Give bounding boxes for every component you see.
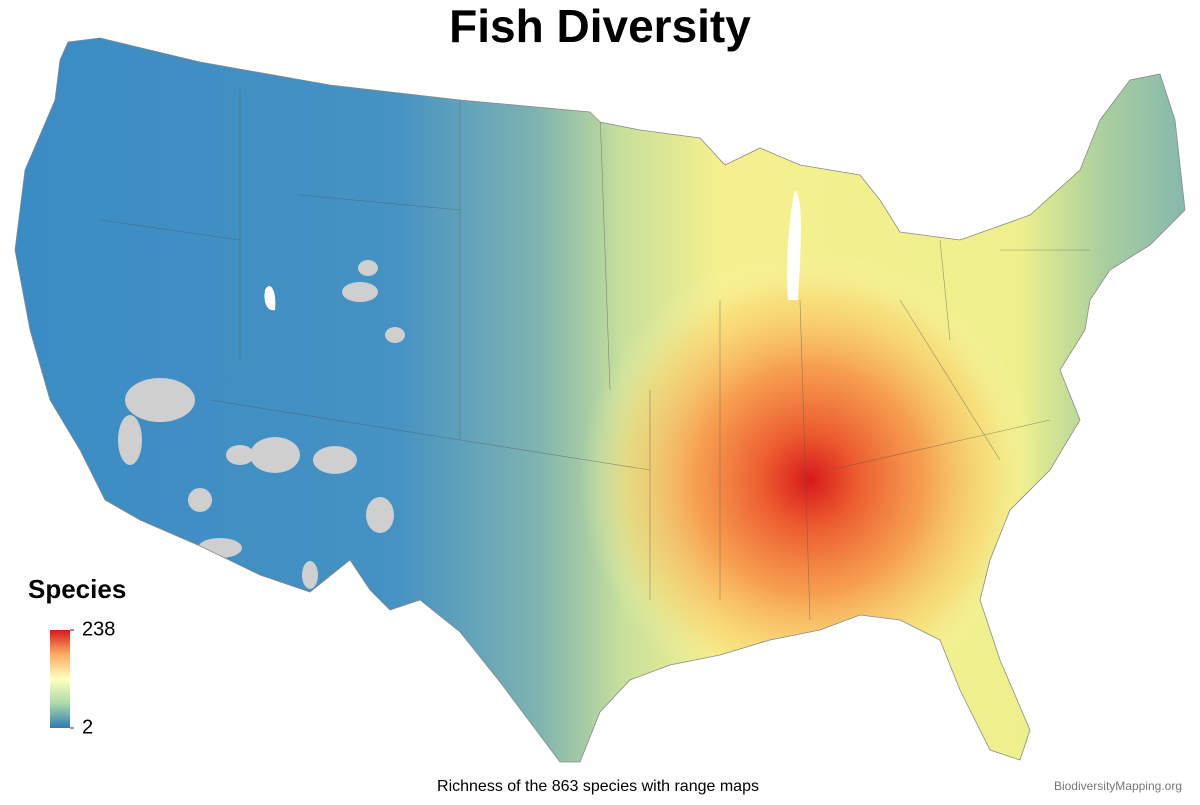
legend-title: Species [28,574,126,604]
map-title: Fish Diversity [449,0,751,52]
color-scale [50,630,70,728]
legend-tick-label: 2 [82,716,93,738]
legend: 238 2 [50,618,115,738]
legend-tick-label: 238 [82,618,115,640]
credit: BiodiversityMapping.org [1054,779,1182,793]
caption: Richness of the 863 species with range m… [437,778,759,795]
